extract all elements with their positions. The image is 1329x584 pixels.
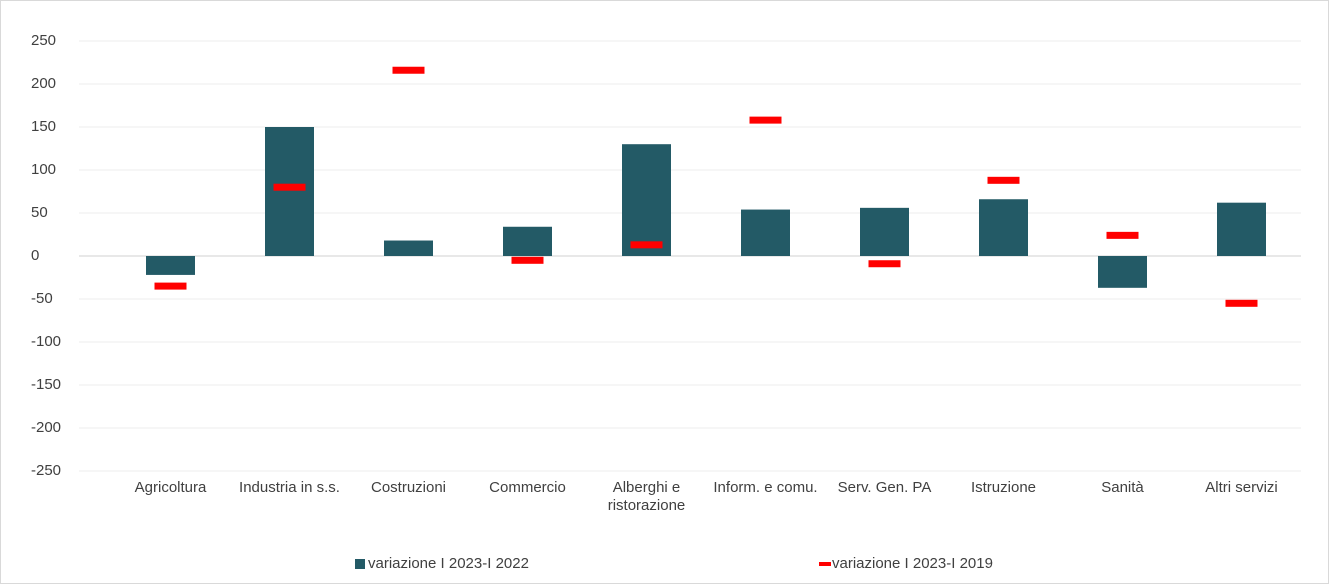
bar xyxy=(860,207,909,256)
marker xyxy=(273,183,306,191)
marker xyxy=(1106,231,1139,239)
bar xyxy=(979,199,1028,256)
marker xyxy=(154,282,187,290)
marker xyxy=(868,260,901,268)
bar xyxy=(1098,256,1147,288)
x-tick-label: Alberghi e ristorazione xyxy=(607,479,686,514)
bar xyxy=(384,240,433,256)
bar xyxy=(503,226,552,256)
marker xyxy=(749,116,782,124)
x-tick-label: Industria in s.s. xyxy=(239,479,340,496)
x-tick-label: Sanità xyxy=(1101,479,1144,496)
y-tick-label: -100 xyxy=(31,333,61,350)
marker xyxy=(987,176,1020,184)
x-tick-label: Altri servizi xyxy=(1205,479,1278,496)
y-tick-label: -200 xyxy=(31,419,61,436)
y-tick-label: 0 xyxy=(31,247,39,264)
bar xyxy=(265,127,314,256)
y-tick-label: 50 xyxy=(31,204,48,221)
y-tick-label: 150 xyxy=(31,118,56,135)
x-tick-label: Agricoltura xyxy=(134,479,207,496)
x-tick-label: Inform. e comu. xyxy=(713,479,818,496)
legend-swatch xyxy=(355,559,365,569)
bar xyxy=(622,144,671,256)
bar xyxy=(1217,202,1266,256)
marker xyxy=(1225,299,1258,307)
x-tick-label: Commercio xyxy=(489,479,566,496)
x-tick-label: Istruzione xyxy=(970,479,1037,496)
marker xyxy=(630,241,663,249)
x-tick-label: Serv. Gen. PA xyxy=(837,479,932,496)
y-tick-label: -50 xyxy=(31,290,53,307)
legend-label: variazione I 2023-I 2019 xyxy=(832,555,993,572)
y-tick-label: -250 xyxy=(31,462,61,479)
legend-label: variazione I 2023-I 2022 xyxy=(368,555,529,572)
x-tick-label: Costruzioni xyxy=(370,479,447,496)
legend-swatch xyxy=(819,562,831,566)
y-tick-label: 100 xyxy=(31,161,56,178)
marker xyxy=(511,256,544,264)
bar xyxy=(146,256,195,275)
y-tick-label: -150 xyxy=(31,376,61,393)
bar xyxy=(741,209,790,256)
y-tick-label: 250 xyxy=(31,32,56,49)
marker xyxy=(392,66,425,74)
y-tick-label: 200 xyxy=(31,75,56,92)
